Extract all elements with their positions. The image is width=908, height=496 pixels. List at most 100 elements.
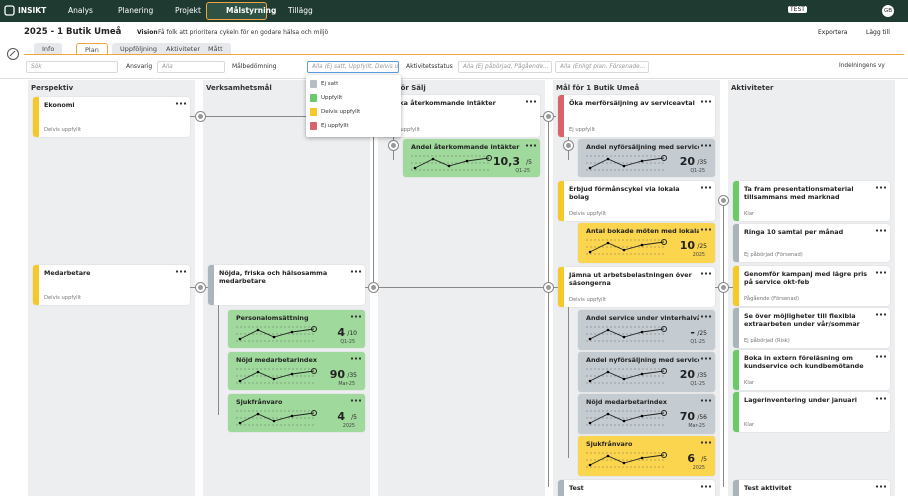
nav-item[interactable]: Planering [118,6,154,15]
tab[interactable]: Uppföljning [112,43,166,54]
card-status: Klar [744,211,755,217]
measure-card[interactable]: Nöjd medarbetarindex 90/35 Mar-25 [228,352,365,390]
menu-dots[interactable] [700,144,711,147]
connector [393,116,394,160]
nav-item[interactable]: Projekt [175,6,201,15]
menu-dots[interactable] [700,399,711,402]
menu-dots[interactable] [350,357,361,360]
menu-dots[interactable] [700,441,711,444]
goal-card[interactable]: Ekonomi Delvis uppfyllt [33,97,190,137]
sparkline [236,326,317,342]
menu-dots[interactable] [700,315,711,318]
menu-dots[interactable] [875,313,886,316]
nav-item[interactable]: Målstyrning [226,6,277,15]
menu-dots[interactable] [700,357,711,360]
menu-dots[interactable] [175,270,186,273]
menu-dots[interactable] [700,272,711,275]
goal-card[interactable]: Jämna ut arbetsbelastningen över säsonge… [558,267,715,307]
goal-card[interactable]: Nöjda, friska och hälsosamma medarbetare [208,265,365,305]
menu-dots[interactable] [875,271,886,274]
measure-card[interactable]: Andel återkommande intäkter 10,3/5 Q1-25 [403,139,540,177]
measure-title: Sjukfrånvaro [586,440,633,448]
measure-card[interactable]: Andel service under vinterhalvår -/25 Q1-2… [578,310,715,350]
measure-title: Antal bokade möten med lokala bo... [586,227,699,235]
sparkline [586,326,667,342]
card-status: Klar [744,422,755,428]
dropdown-option[interactable]: Ej uppfyllt [308,120,399,132]
connector-node [389,141,398,150]
menu-dots[interactable] [350,315,361,318]
search-input[interactable]: Sök [26,61,118,73]
dropdown-option[interactable]: Delvis uppfyllt [308,106,399,118]
owner-select[interactable]: Alla [157,61,225,73]
menu-dots[interactable] [350,399,361,402]
goal-card[interactable]: Medarbetare Delvis uppfyllt [33,265,190,305]
goal-card[interactable]: Se över möjligheter till flexibla extraa… [733,308,890,348]
dropdown-option[interactable]: Ej satt [308,78,399,90]
goal-card[interactable]: Boka in extern föreläsning om kundservic… [733,350,890,390]
activity-select[interactable]: Alla (Ej påbörjad, Pågående... [458,61,552,73]
nav-item[interactable]: Analys [68,6,93,15]
menu-dots[interactable] [700,485,711,488]
tab[interactable]: Plan [76,43,108,54]
measure-card[interactable]: Personalomsättning 4/10 Q1-25 [228,310,365,348]
measure-card[interactable]: Sjukfrånvaro 6/5 2025 [578,436,715,476]
status-bar [558,181,564,221]
menu-dots[interactable] [875,485,886,488]
tab[interactable]: Mått [200,43,231,54]
tab[interactable]: Aktiviteter [158,43,208,54]
tab[interactable]: Info [34,43,63,54]
measure-card[interactable]: Sjukfrånvaro 4/5 2025 [228,394,365,432]
measure-card[interactable]: Andel nyförsäljning med serviceavtal 20/3… [578,352,715,392]
measure-period: Q1-25 [690,169,705,174]
nav-item[interactable]: Tillägg [288,6,313,15]
measure-target: /5 [701,456,707,463]
status-bar [733,308,739,348]
goal-card[interactable]: Ringa 10 samtal per månad Ej påbörjad (Fö… [733,224,890,262]
measure-card[interactable]: Andel nyförsäljning med serviceavtal 20/3… [578,139,715,177]
dropdown-option[interactable]: Uppfyllt [308,92,399,104]
menu-dots[interactable] [700,228,711,231]
goal-card[interactable]: Lagerinventering under januari Klar [733,392,890,432]
goal-card[interactable]: Öka merförsäljning av serviceavtal Ej upp… [558,95,715,137]
goal-card[interactable]: Genomför kampanj med lägre pris på servi… [733,266,890,306]
menu-dots[interactable] [525,100,536,103]
separator [0,78,908,79]
menu-dots[interactable] [525,144,536,147]
measure-value: 20 [679,155,695,168]
add-btn[interactable]: Lägg till [866,29,890,36]
menu-dots[interactable] [175,102,186,105]
sparkline [411,155,492,171]
sparkline [586,368,667,384]
plan-select[interactable]: Alla (Enligt plan, Försenade... [555,61,649,73]
measure-period: Q1-25 [690,382,705,387]
menu-dots[interactable] [875,229,886,232]
column-title: Perspektiv [31,84,74,92]
user-avatar[interactable]: GB [882,5,894,17]
menu-dots[interactable] [875,397,886,400]
goal-card[interactable]: Test [558,480,715,496]
measure-card[interactable]: Antal bokade möten med lokala bo... 10/25… [578,223,715,263]
measure-title: Andel service under vinterhalvår [586,314,699,322]
goal-select[interactable]: Alla (Ej satt, Uppfyllt, Delvis upp... [307,61,399,73]
menu-dots[interactable] [875,355,886,358]
side-icon[interactable] [6,47,20,61]
goal-card[interactable]: Öka återkommande intäkter Ej uppfyllt [383,95,540,137]
brand: INSIKT [18,6,47,15]
menu-dots[interactable] [875,186,886,189]
view-select[interactable]: Indelningens vy [839,63,885,69]
goal-card[interactable]: Test aktivitet [733,480,890,496]
goal-card[interactable]: Ta fram presentationsmaterial tillsamman… [733,181,890,221]
column-title: Mål för 1 Butik Umeå [556,84,640,92]
connector-node [544,112,553,121]
goal-card[interactable]: Erbjud förmånscykel via lokala bolag Delv… [558,181,715,221]
column-title: Verksamhetsmål [206,84,272,92]
option-swatch [310,94,317,102]
menu-dots[interactable] [350,270,361,273]
menu-dots[interactable] [700,100,711,103]
measure-card[interactable]: Nöjd medarbetarindex 70/56 Mar-25 [578,394,715,434]
menu-dots[interactable] [700,186,711,189]
export-btn[interactable]: Exportera [818,29,848,36]
card-status: Delvis uppfyllt [569,297,607,303]
vision-text: Få folk att prioritera cykeln för en god… [158,29,329,36]
